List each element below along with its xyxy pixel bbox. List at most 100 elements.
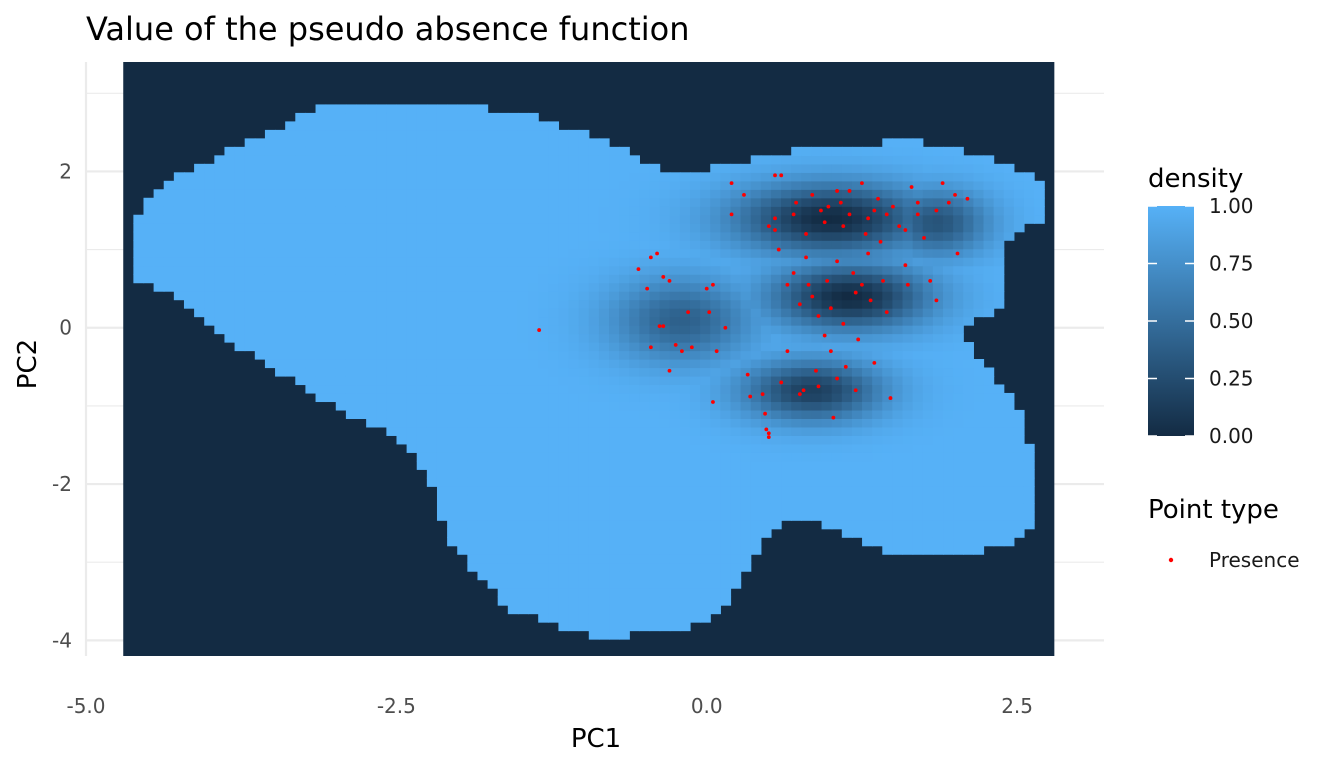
raster-cell (568, 443, 580, 453)
raster-cell (426, 129, 438, 139)
raster-cell (366, 282, 377, 292)
raster-cell (295, 299, 307, 309)
raster-cell (750, 197, 762, 207)
raster-cell (396, 375, 408, 386)
raster-cell (173, 206, 185, 216)
raster-cell (801, 333, 813, 343)
raster-cell (619, 409, 630, 419)
raster-cell (436, 299, 448, 309)
raster-cell (619, 630, 630, 640)
raster-cell (477, 384, 489, 394)
raster-cell (538, 435, 549, 445)
raster-cell (426, 409, 438, 419)
raster-cell (862, 189, 873, 199)
raster-cell (791, 172, 802, 182)
raster-cell (730, 359, 742, 369)
raster-cell (619, 401, 630, 411)
raster-cell (720, 392, 732, 403)
raster-cell (912, 282, 924, 292)
raster-cell (862, 494, 873, 504)
raster-cell (710, 248, 721, 258)
raster-cell (588, 146, 600, 156)
raster-cell (1003, 511, 1015, 521)
raster-cell (993, 257, 1005, 267)
raster-cell (163, 257, 175, 267)
raster-cell (760, 418, 772, 428)
raster-cell (963, 265, 974, 275)
raster-cell (234, 265, 246, 275)
raster-cell (710, 409, 721, 419)
raster-cell (264, 248, 276, 258)
raster-cell (801, 163, 813, 173)
raster-cell (345, 189, 357, 199)
presence-point (645, 286, 650, 291)
raster-cell (467, 282, 479, 292)
raster-cell (406, 163, 418, 173)
raster-cell (821, 223, 833, 233)
raster-cell (396, 248, 408, 258)
raster-cell (659, 265, 671, 275)
raster-cell (710, 571, 721, 581)
raster-cell (416, 452, 428, 462)
raster-cell (973, 392, 985, 403)
raster-cell (902, 257, 914, 267)
raster-cell (983, 274, 995, 284)
raster-cell (406, 180, 418, 190)
raster-cell (912, 189, 924, 199)
raster-cell (659, 503, 671, 513)
raster-cell (386, 308, 398, 318)
raster-cell (497, 155, 509, 165)
raster-cell (366, 189, 377, 199)
raster-cell (426, 155, 438, 165)
raster-cell (922, 452, 934, 462)
raster-cell (366, 342, 377, 352)
raster-cell (720, 189, 732, 199)
raster-cell (416, 206, 428, 216)
raster-cell (254, 308, 266, 318)
raster-cell (254, 291, 266, 301)
raster-cell (983, 155, 995, 165)
raster-cell (659, 460, 671, 470)
raster-cell (345, 231, 357, 241)
raster-cell (740, 384, 752, 394)
raster-cell (700, 316, 711, 326)
raster-cell (528, 375, 539, 386)
raster-cell (639, 223, 651, 233)
raster-cell (973, 486, 985, 496)
raster-cell (548, 443, 560, 453)
raster-cell (345, 342, 357, 352)
raster-cell (983, 392, 995, 403)
raster-cell (943, 180, 954, 190)
raster-cell (578, 613, 590, 623)
raster-cell (953, 477, 964, 487)
raster-cell (457, 299, 468, 309)
raster-cell (517, 146, 529, 156)
raster-cell (528, 138, 539, 148)
raster-cell (649, 197, 661, 207)
raster-cell (953, 409, 964, 419)
raster-cell (851, 299, 863, 309)
raster-cell (669, 401, 681, 411)
raster-cell (760, 274, 772, 284)
raster-cell (517, 452, 529, 462)
raster-cell (973, 545, 985, 555)
raster-cell (244, 214, 256, 224)
raster-cell (558, 545, 570, 555)
raster-cell (244, 299, 256, 309)
raster-cell (426, 443, 438, 453)
raster-cell (598, 435, 610, 445)
raster-cell (609, 588, 620, 598)
raster-cell (791, 435, 802, 445)
raster-cell (538, 503, 549, 513)
raster-cell (528, 435, 539, 445)
raster-cell (356, 197, 367, 207)
raster-cell (214, 155, 226, 165)
raster-cell (234, 155, 246, 165)
raster-cell (953, 299, 964, 309)
raster-cell (234, 282, 246, 292)
raster-cell (275, 146, 286, 156)
raster-cell (497, 112, 509, 122)
raster-cell (517, 112, 529, 122)
raster-cell (770, 189, 782, 199)
raster-cell (538, 545, 549, 555)
